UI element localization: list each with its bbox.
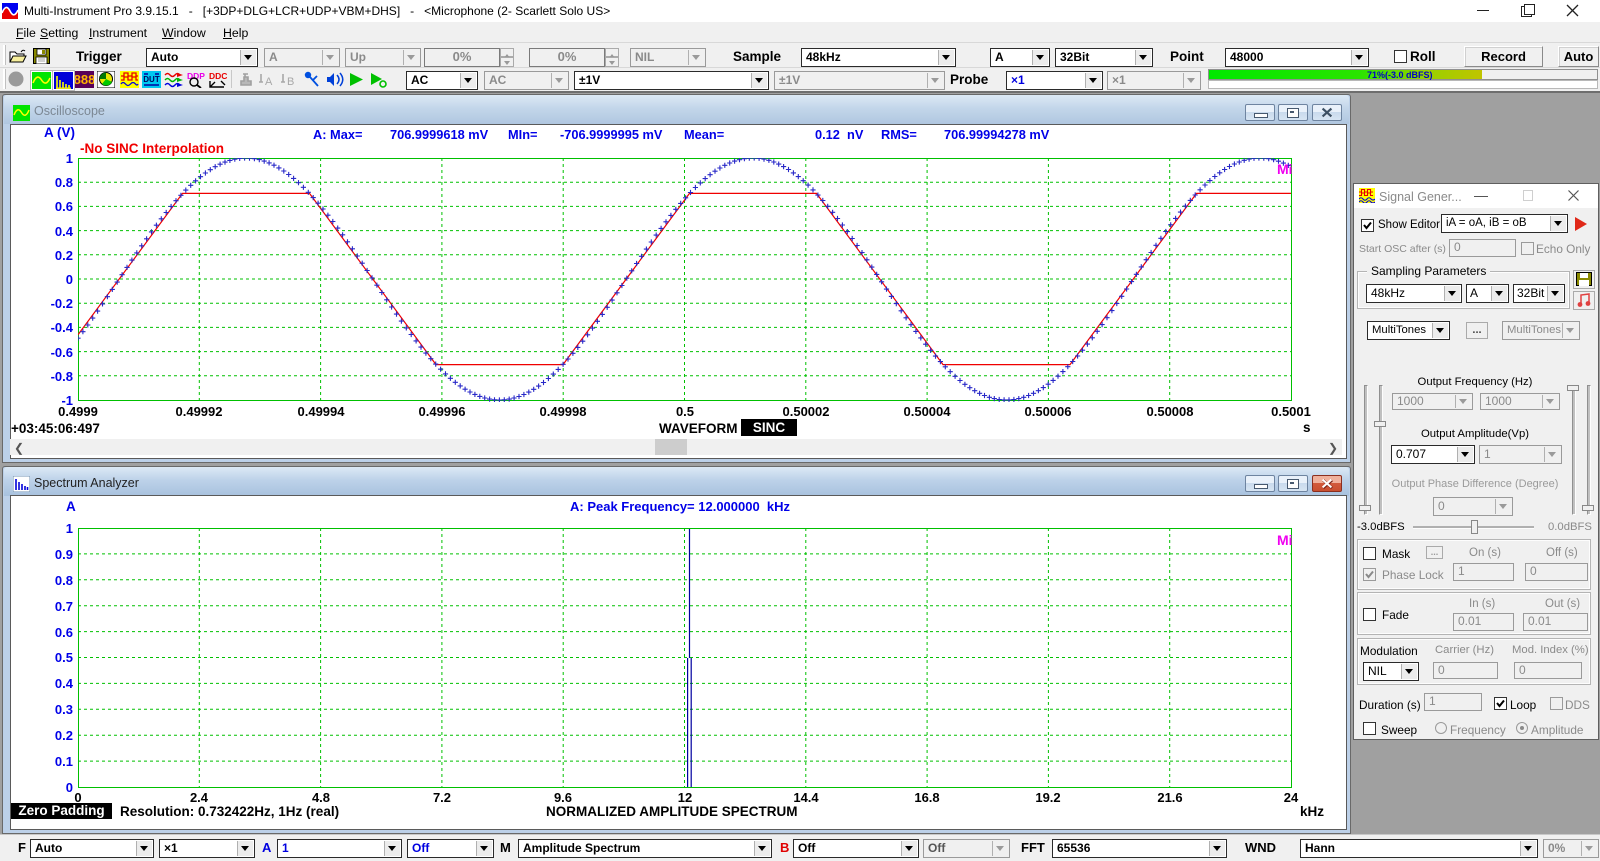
svg-text:DDC: DDC: [209, 71, 227, 81]
svg-text:B: B: [287, 76, 294, 88]
svg-text:888: 888: [75, 72, 94, 87]
svg-text:DUT: DUT: [143, 75, 160, 84]
svg-text:DDP: DDP: [187, 71, 205, 81]
svg-text:A: A: [265, 76, 273, 88]
